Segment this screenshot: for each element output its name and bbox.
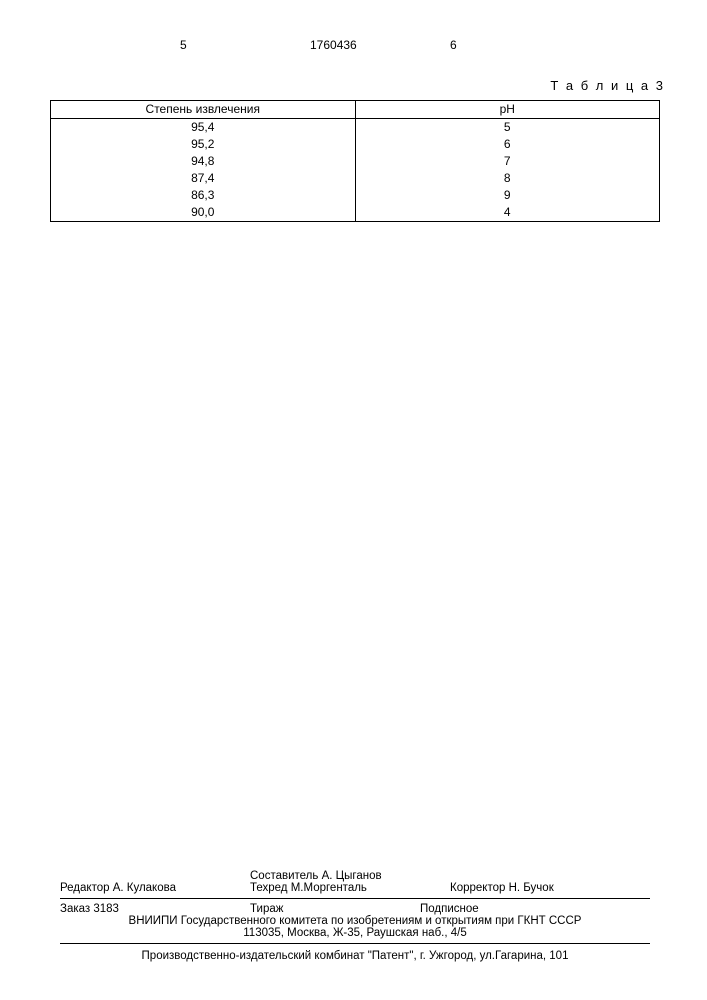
institute-line2: 113035, Москва, Ж-35, Раушская наб., 4/5 [60,927,650,939]
printer-line: Производственно-издательский комбинат "П… [60,950,650,962]
editor: Редактор А. Кулакова [60,882,250,894]
col-header-ph: pH [355,101,660,119]
cell-extraction: 87,4 [51,170,356,187]
corrector: Корректор Н. Бучок [450,882,650,894]
tirazh: Тираж [250,903,420,915]
cell-ph: 7 [355,153,660,170]
table-caption: Т а б л и ц а 3 [550,78,665,93]
doc-number: 1760436 [310,38,357,52]
cell-ph: 8 [355,170,660,187]
composer: Составитель А. Цыганов [250,870,650,882]
podpisnoe: Подписное [420,903,610,915]
cell-ph: 6 [355,136,660,153]
cell-extraction: 95,4 [51,119,356,137]
cell-extraction: 86,3 [51,187,356,204]
data-table: Степень извлечения pH 95,4 5 95,2 6 94,8… [50,100,660,222]
cell-ph: 4 [355,204,660,222]
page-num-left: 5 [180,38,187,52]
cell-extraction: 90,0 [51,204,356,222]
techred: Техред М.Моргенталь [250,882,450,894]
table-row: 86,3 9 [51,187,660,204]
page-num-right: 6 [450,38,457,52]
cell-ph: 5 [355,119,660,137]
institute-line1: ВНИИПИ Государственного комитета по изоб… [60,915,650,927]
cell-extraction: 94,8 [51,153,356,170]
table-row: 95,4 5 [51,119,660,137]
table-row: 94,8 7 [51,153,660,170]
credits-block: Составитель А. Цыганов Редактор А. Кулак… [60,870,650,962]
col-header-extraction: Степень извлечения [51,101,356,119]
table-header-row: Степень извлечения pH [51,101,660,119]
page: 5 1760436 6 Т а б л и ц а 3 Степень извл… [0,0,707,1000]
cell-ph: 9 [355,187,660,204]
table-row: 95,2 6 [51,136,660,153]
table-row: 90,0 4 [51,204,660,222]
cell-extraction: 95,2 [51,136,356,153]
table-row: 87,4 8 [51,170,660,187]
order-number: Заказ 3183 [60,903,250,915]
divider [60,943,650,944]
divider [60,898,650,899]
